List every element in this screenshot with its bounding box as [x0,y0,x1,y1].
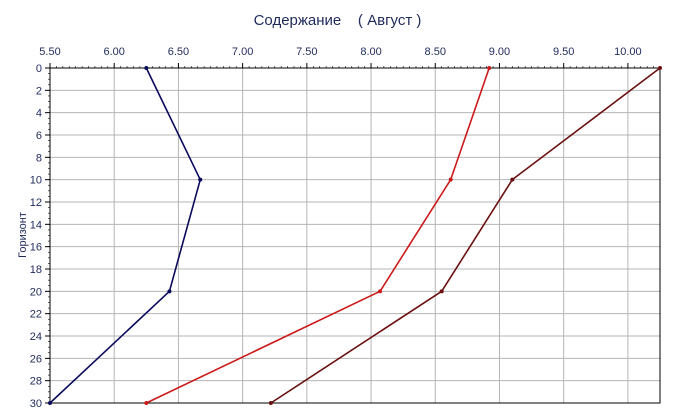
y-tick-label: 26 [30,353,42,365]
y-tick-label: 20 [30,286,42,298]
y-tick-label: 28 [30,376,42,388]
x-tick-label: 7.00 [232,46,253,58]
data-point [510,177,515,182]
axis-ticks [45,63,661,404]
chart-title: Содержание ( Август ) [253,12,422,29]
y-tick-label: 2 [36,85,42,97]
y-tick-label: 18 [30,264,42,276]
data-point [144,66,149,70]
y-tick-label: 14 [30,219,42,231]
axis-tick-labels: 5.50 6.00 6.50 7.00 7.50 8.00 8.50 9.00 9.50 10.0… [30,46,642,410]
plot-frame [49,67,661,404]
data-point [48,401,52,405]
x-tick-label: 8.00 [360,46,381,58]
series-line-3 [270,67,661,404]
series-line-2 [145,67,490,404]
y-axis-title: Горизонт [17,212,29,258]
data-point [378,289,383,294]
data-point [658,66,662,70]
y-tick-label: 10 [30,175,42,187]
x-tick-label: 5.50 [39,46,60,58]
y-tick-label: 22 [30,309,42,321]
data-point [198,177,203,182]
y-tick-label: 0 [36,63,42,75]
x-tick-label: 9.00 [489,46,510,58]
y-tick-label: 30 [30,398,42,410]
data-point [448,177,453,182]
x-tick-label: 9.50 [553,46,574,58]
y-tick-label: 12 [30,197,42,209]
y-tick-label: 4 [36,108,42,120]
x-tick-label: 6.50 [168,46,189,58]
x-tick-label: 10.00 [614,46,642,58]
series-line-1 [49,67,202,404]
y-tick-label: 24 [30,331,42,343]
series-lines [48,66,662,405]
grid [50,68,660,403]
data-point [487,66,492,70]
x-tick-label: 7.50 [296,46,317,58]
y-tick-label: 8 [36,152,42,164]
data-point [439,289,444,294]
data-point [144,401,149,405]
y-tick-label: 6 [36,130,42,142]
x-tick-label: 8.50 [425,46,446,58]
data-point [167,289,172,294]
data-point [268,401,273,405]
y-tick-label: 16 [30,242,42,254]
x-tick-label: 6.00 [103,46,124,58]
